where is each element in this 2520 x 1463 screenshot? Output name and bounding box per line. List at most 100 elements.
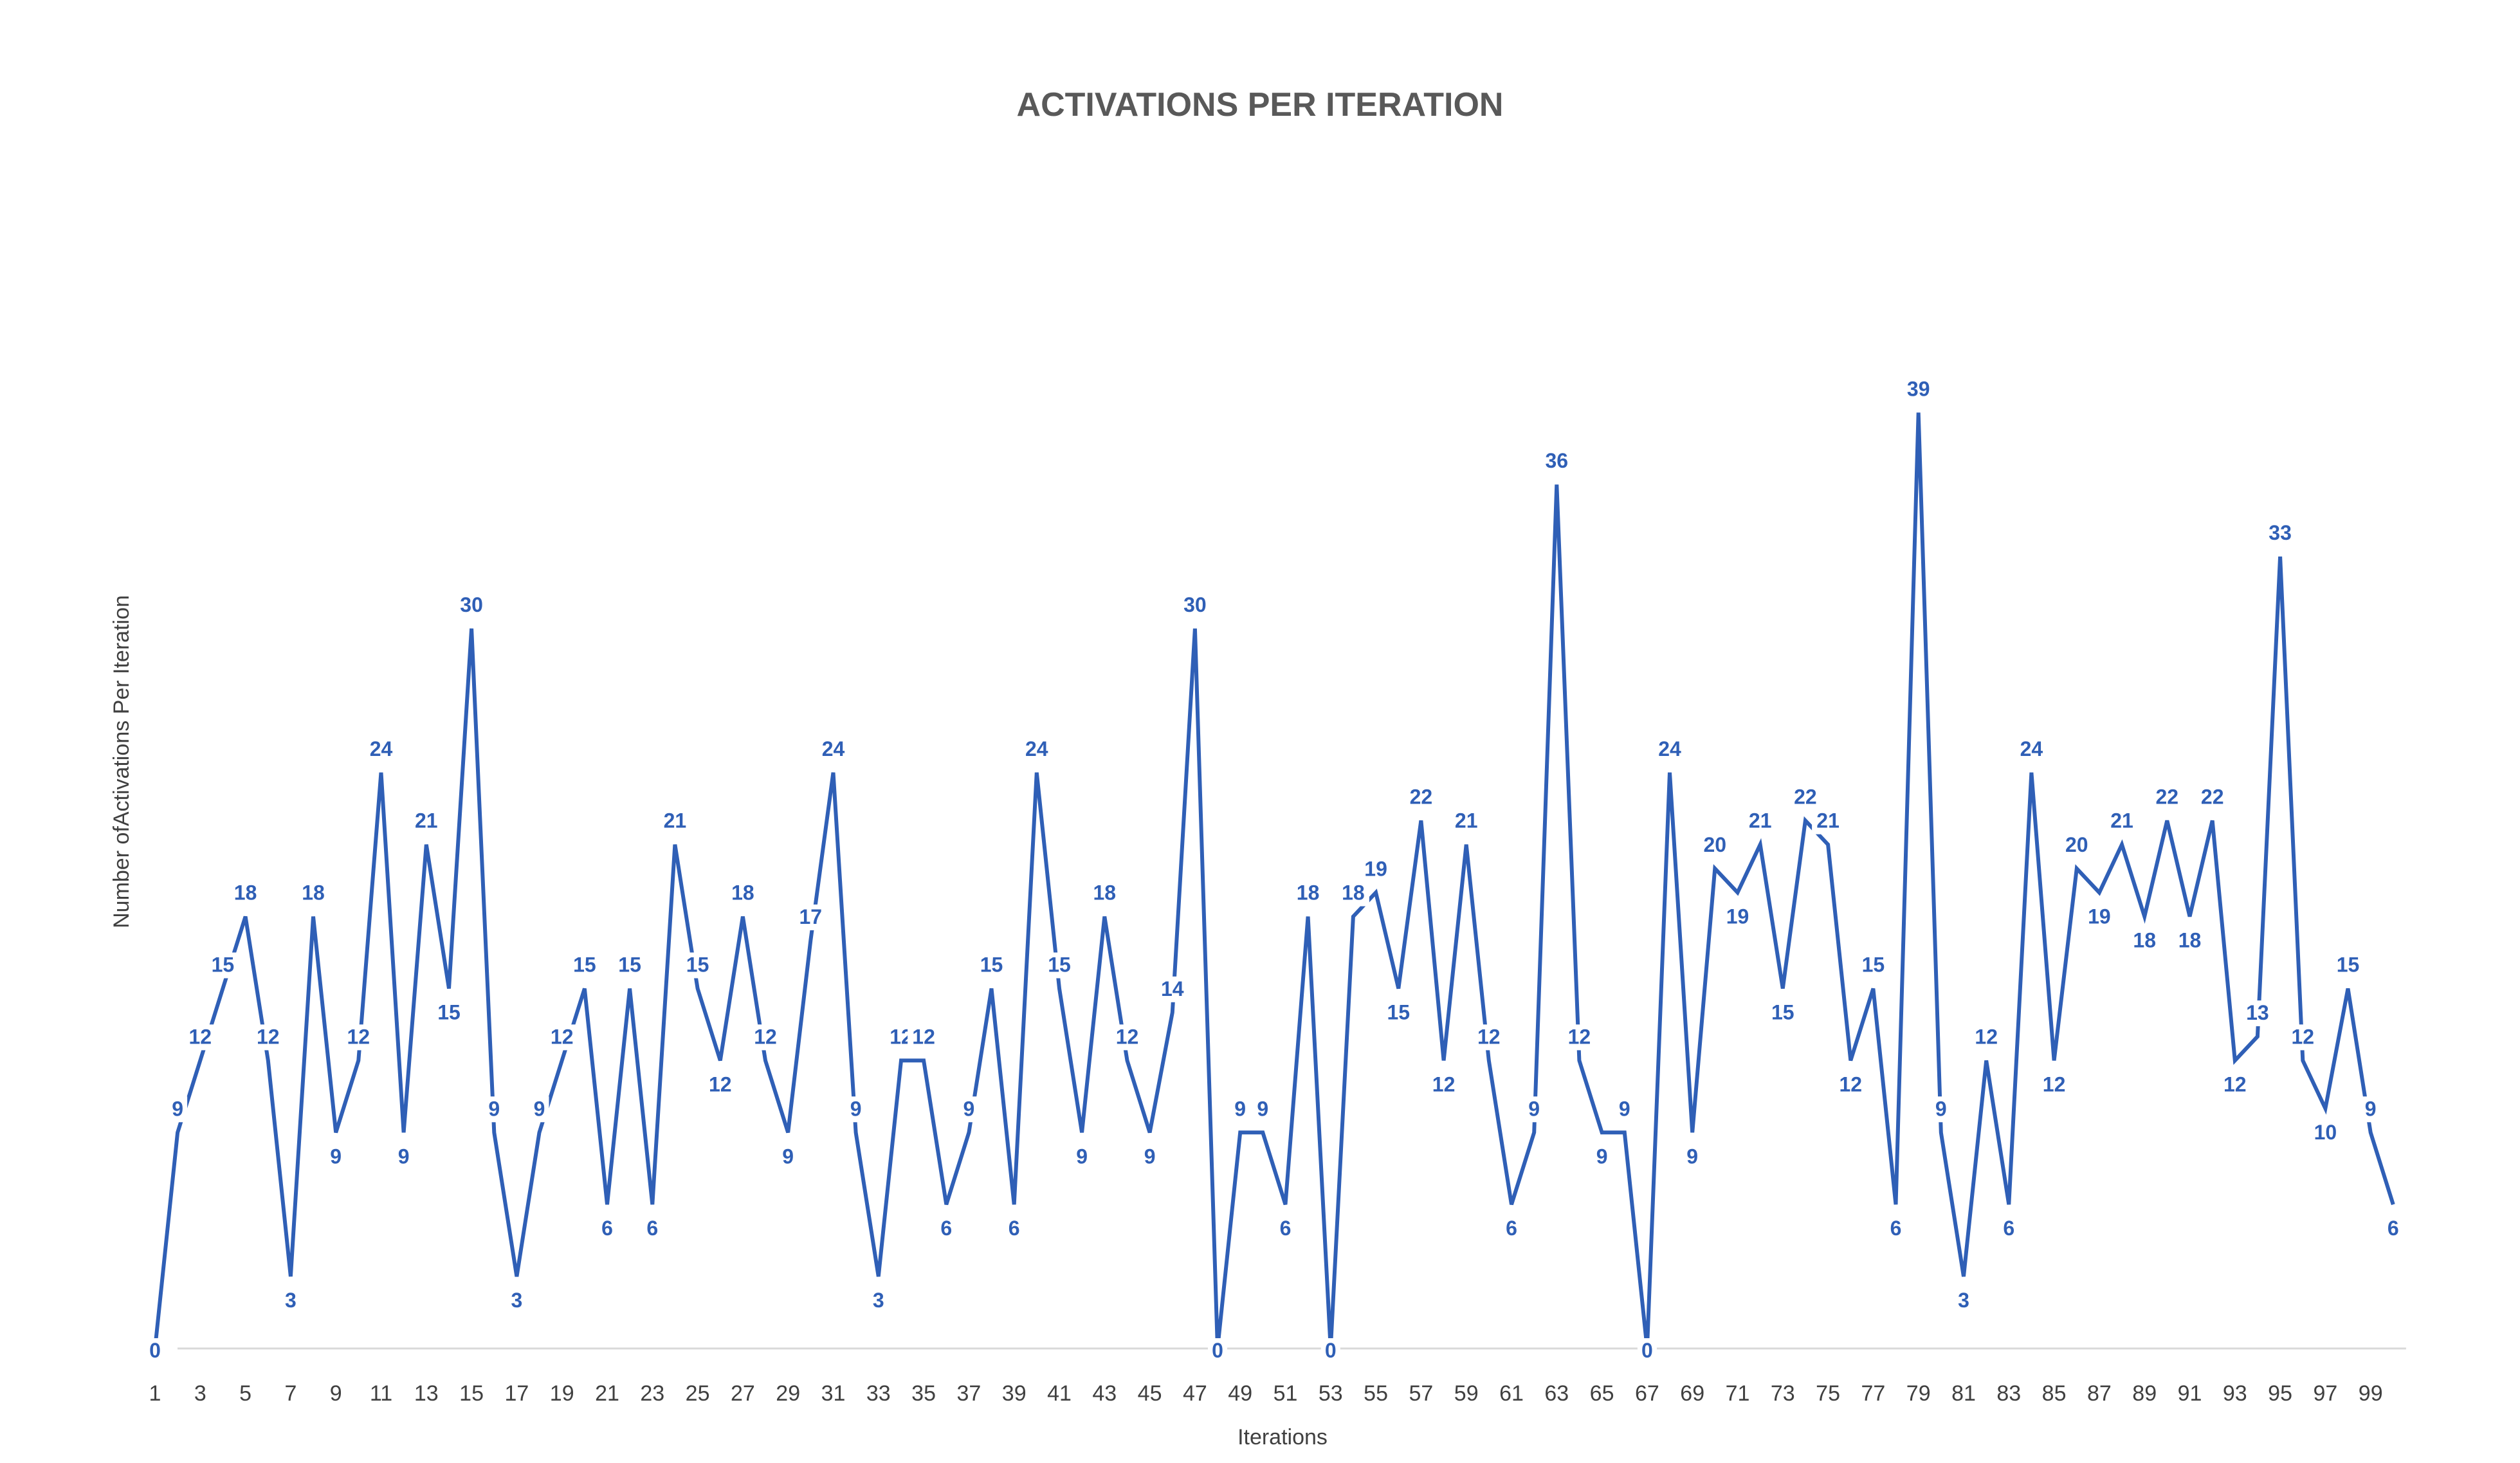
data-label: 39 [1907,377,1930,400]
data-label: 30 [460,593,483,616]
data-label-background [1902,376,1935,403]
data-label: 9 [1234,1097,1246,1120]
x-tick-label: 39 [1002,1381,1027,1406]
data-label: 9 [963,1097,975,1120]
data-label-background [229,880,262,906]
data-label-background [1970,1024,2003,1051]
data-label-background [1834,1072,1867,1098]
data-label-background [433,1000,465,1026]
data-label: 12 [347,1025,370,1048]
data-label-background [342,1024,375,1051]
data-label: 9 [1935,1097,1947,1120]
data-label: 12 [2223,1072,2247,1096]
data-label: 6 [1506,1217,1517,1240]
data-label-background [959,1096,979,1123]
series-line [153,412,2395,1349]
data-label: 19 [1364,857,1387,880]
data-label: 12 [257,1025,280,1048]
data-label: 18 [1342,881,1365,905]
data-label-background [1540,448,1573,475]
data-label-background [1072,1144,1092,1170]
x-tick-label: 79 [1906,1381,1931,1406]
data-label: 18 [1093,881,1117,905]
x-tick-label: 17 [504,1381,529,1406]
data-label: 21 [1816,809,1840,833]
data-label: 12 [709,1072,732,1096]
data-label: 6 [940,1217,952,1240]
x-tick-label: 55 [1364,1381,1388,1406]
data-label-background [1450,808,1483,834]
data-label-background [297,880,329,906]
x-tick-label: 65 [1590,1381,1614,1406]
data-label-background [1253,1096,1273,1123]
data-label: 24 [370,737,393,760]
data-label: 9 [1619,1097,1630,1120]
x-tick-label: 51 [1274,1381,1298,1406]
data-label-background [2383,1216,2403,1242]
data-label-background [2015,736,2048,762]
series-line-group [153,412,2395,1349]
data-label-background [1812,808,1845,834]
x-tick-label: 77 [1861,1381,1885,1406]
x-tick-label: 23 [640,1381,664,1406]
data-label-background [2151,784,2184,811]
data-label-background [2360,1096,2380,1123]
data-label-background [394,1144,414,1170]
x-tick-label: 89 [2132,1381,2157,1406]
y-axis-title: Number ofActivations Per Iteration [109,595,134,928]
data-label: 9 [172,1097,183,1120]
data-label-background [726,880,759,906]
data-label: 15 [573,953,596,977]
data-label: 22 [2201,785,2224,808]
data-label: 6 [1009,1217,1020,1240]
data-label-background [908,1024,940,1051]
data-label-background [1337,880,1369,906]
x-tick-label: 9 [330,1381,342,1406]
data-label: 9 [1686,1145,1698,1168]
x-tick-label: 27 [731,1381,755,1406]
data-label-background [1592,1144,1612,1170]
data-label: 0 [149,1339,161,1362]
data-label: 3 [1958,1289,1969,1312]
data-label: 9 [534,1097,545,1120]
data-label: 6 [2388,1217,2399,1240]
data-label-background [1088,880,1121,906]
data-label-background [1472,1024,1505,1051]
x-tick-label-group: 1 3 5 7 9 11 13 15 17 19 21 23 25 27 29 31 33 35 37 39 41 43 4… [149,1381,2383,1406]
x-tick-label: 91 [2178,1381,2202,1406]
data-label: 12 [1432,1072,1456,1096]
data-label-background [643,1216,662,1242]
data-label: 15 [1862,953,1885,977]
data-label-background [2106,808,2138,834]
data-label: 9 [1596,1145,1608,1168]
data-label: 9 [1076,1145,1088,1168]
data-label: 12 [189,1025,212,1048]
data-label-background [1954,1288,1973,1314]
data-label: 6 [1890,1217,1902,1240]
data-label: 15 [1048,953,1071,977]
x-tick-label: 37 [956,1381,981,1406]
x-tick-label: 63 [1544,1381,1569,1406]
data-label: 6 [1280,1217,1292,1240]
data-label-background [2038,1072,2070,1098]
x-tick-label: 29 [776,1381,800,1406]
x-tick-label: 49 [1228,1381,1252,1406]
x-tick-label: 1 [149,1381,161,1406]
data-label: 18 [234,881,257,905]
data-label: 12 [1975,1025,1998,1048]
data-label: 21 [415,809,438,833]
data-label-background [1043,952,1075,979]
data-label: 15 [1387,1001,1411,1024]
data-label-background [2173,928,2206,954]
chart-title: ACTIVATIONS PER ITERATION [1017,86,1504,124]
data-label: 24 [822,737,845,760]
data-label-background [326,1144,346,1170]
data-label: 9 [1257,1097,1268,1120]
data-label: 6 [2003,1217,2014,1240]
data-label-background [184,1024,217,1051]
x-tick-label: 73 [1771,1381,1795,1406]
data-label-background [1292,880,1324,906]
data-label: 9 [850,1097,862,1120]
data-label: 15 [437,1001,461,1024]
x-tick-label: 85 [2042,1381,2067,1406]
